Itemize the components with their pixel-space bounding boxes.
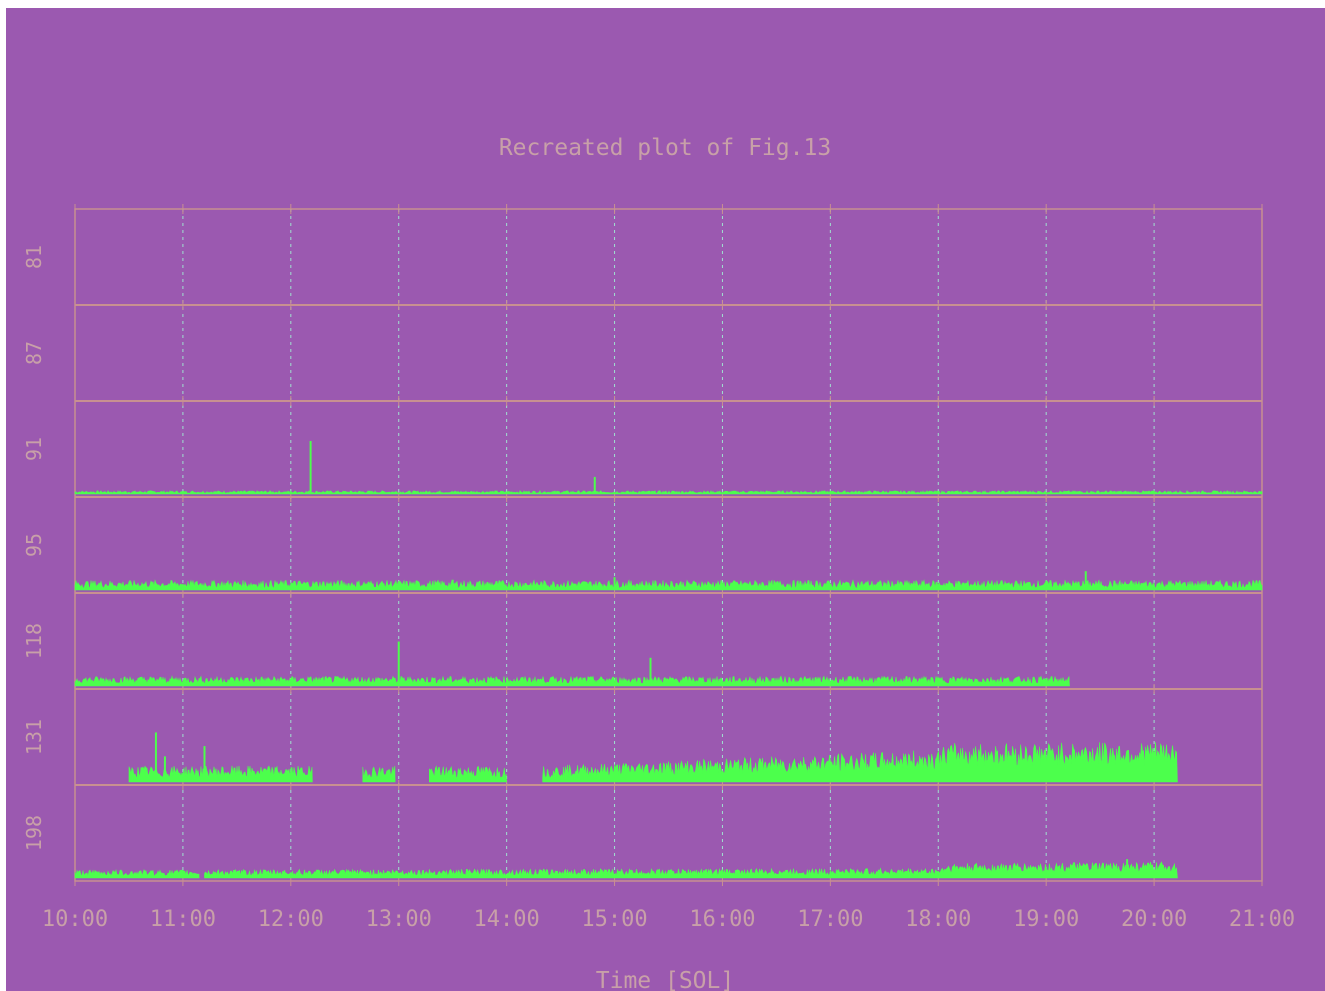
chart-title: Recreated plot of Fig.13 [499,135,831,161]
panel-label: 198 [22,815,46,851]
series-area [74,675,1070,687]
x-tick-label: 17:00 [797,907,863,932]
x-tick-label: 10:00 [42,907,108,932]
panel-labels: 81 87 91 95 118 131 198 [22,245,46,851]
panel-label: 95 [22,533,46,557]
panel-label: 91 [22,437,46,461]
x-tick-label: 18:00 [905,907,971,932]
x-tick-label: 20:00 [1121,907,1187,932]
series-area [74,579,1263,591]
series-area [128,765,313,783]
series-area [542,742,1178,783]
x-tick-label: 21:00 [1229,907,1295,932]
series [74,440,1263,879]
chart-canvas: 10:00 11:00 12:00 13:00 14:00 15:00 16:00 17:00… [22,135,1295,991]
panel-label: 87 [22,341,46,365]
x-tick-label: 16:00 [689,907,755,932]
x-tick-label: 14:00 [474,907,540,932]
panels [75,304,1262,786]
x-tick-label: 13:00 [366,907,432,932]
x-tick-label: 15:00 [581,907,647,932]
series-area [74,869,200,879]
x-axis-label: Time [SOL] [596,968,734,991]
figure: 10:00 11:00 12:00 13:00 14:00 15:00 16:00 17:00… [6,8,1325,991]
plot-frame [74,208,1263,882]
grid-lines [74,204,1263,886]
series-area [74,490,1263,495]
panel-label: 131 [22,719,46,755]
panel-label: 81 [22,245,46,269]
x-tick-label: 11:00 [150,907,216,932]
series-area [204,861,1178,879]
series-area [428,765,507,783]
panel-label: 118 [22,623,46,659]
x-tick-label: 12:00 [258,907,324,932]
x-tick-labels: 10:00 11:00 12:00 13:00 14:00 15:00 16:00 17:00… [42,907,1295,932]
series-area [362,765,396,783]
x-tick-label: 19:00 [1013,907,1079,932]
